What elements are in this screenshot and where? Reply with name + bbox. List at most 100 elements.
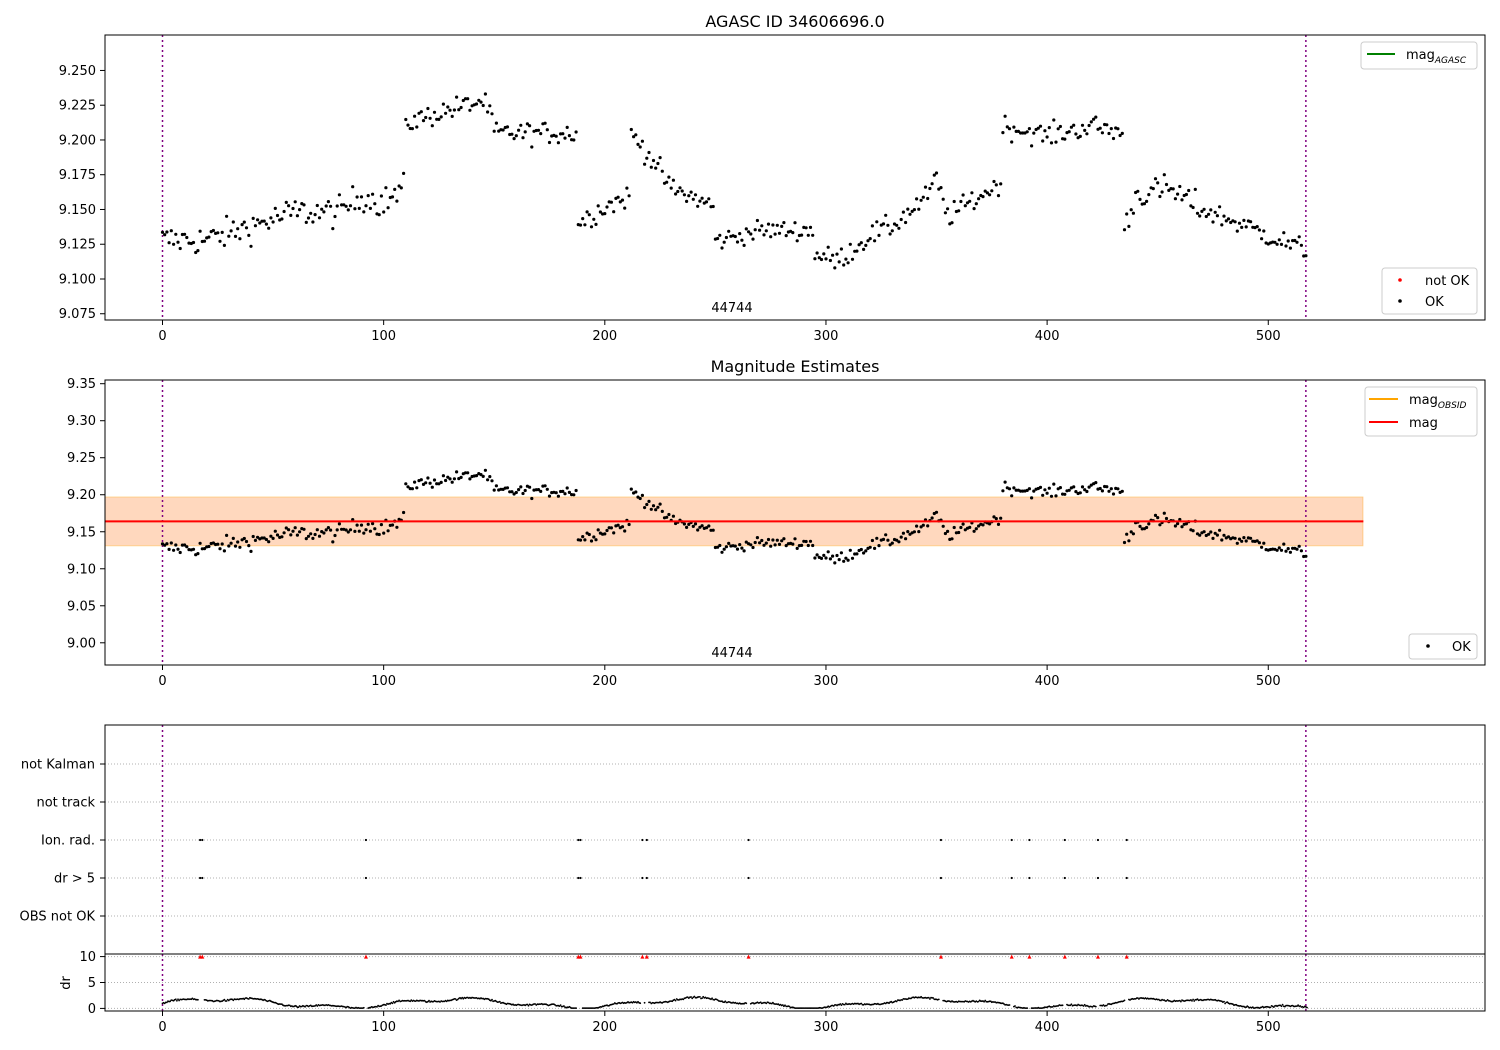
data-point-ok [587, 213, 591, 217]
data-point-ok [1242, 536, 1246, 540]
panel4-x-axis: 0 100 200 300 400 500 [158, 1011, 1281, 1035]
data-point-ok [1041, 493, 1045, 497]
data-point-ok [477, 98, 481, 102]
dr-point [454, 998, 457, 1000]
data-point-ok [510, 132, 514, 136]
data-point-ok [716, 236, 720, 241]
data-point-ok [912, 530, 917, 534]
y-tick-label: 9.250 [59, 64, 96, 79]
data-point-ok [634, 490, 638, 494]
data-point-ok [999, 182, 1003, 186]
data-point-ok [981, 195, 985, 199]
data-point-ok [1030, 496, 1034, 500]
dr-point [839, 1003, 842, 1005]
data-point-ok [1293, 238, 1297, 243]
data-point-ok [227, 544, 231, 548]
data-point-ok [864, 549, 868, 553]
data-point-ok [769, 544, 773, 548]
x-tick-label: 500 [1256, 329, 1281, 344]
dr-tick-label: 0 [88, 1002, 96, 1017]
data-point-ok [238, 545, 242, 549]
data-point-ok [236, 540, 240, 544]
data-point-ok [981, 523, 985, 527]
dr-point [1223, 1000, 1225, 1003]
data-point-ok [873, 546, 877, 551]
data-point-ok [1260, 237, 1264, 241]
data-point-ok [1098, 486, 1102, 491]
data-point-ok [510, 490, 514, 494]
dr-clipped-marker [1009, 954, 1014, 959]
data-point-ok [1120, 131, 1124, 135]
data-point-ok [711, 204, 715, 209]
data-point-ok [410, 127, 414, 131]
data-point-ok [1038, 124, 1043, 128]
data-point-ok [1085, 132, 1089, 136]
data-point-ok [682, 193, 687, 197]
data-point-ok [287, 528, 291, 532]
data-point-ok [623, 529, 627, 533]
data-point-ok [519, 123, 523, 127]
data-point-ok [240, 223, 244, 227]
data-point-ok [295, 214, 299, 218]
data-point-ok [589, 225, 594, 229]
data-point-ok [269, 534, 273, 538]
data-point-ok [990, 189, 994, 193]
data-point-ok [742, 243, 746, 247]
data-point-ok [574, 130, 578, 134]
data-point-ok [1195, 211, 1200, 215]
data-point-ok [623, 206, 627, 210]
data-point-ok [1016, 129, 1021, 133]
x-tick-label: 0 [158, 674, 166, 689]
data-point-ok [514, 134, 518, 138]
data-point-ok [1275, 242, 1279, 246]
data-point-ok [1010, 140, 1014, 144]
data-point-ok [426, 106, 430, 111]
data-point-ok [760, 538, 764, 543]
dr-point [1061, 1004, 1064, 1007]
y-tick-label: 9.15 [67, 525, 96, 540]
data-point-ok [324, 204, 328, 208]
dr-point [1083, 1003, 1086, 1006]
data-point-ok [528, 485, 532, 489]
data-point-ok [751, 237, 755, 241]
data-point-ok [992, 179, 996, 184]
data-point-ok [455, 95, 459, 99]
dr-point [1191, 1000, 1193, 1002]
data-point-ok [685, 525, 689, 530]
data-point-ok [309, 211, 313, 215]
data-point-ok [322, 210, 326, 214]
data-point-ok [430, 485, 434, 489]
data-point-ok [216, 542, 220, 546]
data-point-ok [620, 525, 625, 529]
data-point-ok [598, 210, 603, 214]
dr-point [724, 1000, 727, 1003]
data-point-ok [362, 531, 366, 535]
data-point-ok [735, 547, 740, 551]
data-point-ok [722, 240, 726, 244]
dr-point [702, 995, 705, 998]
dr-point [461, 996, 464, 999]
data-point-ok [1052, 482, 1056, 486]
flag-point [577, 876, 580, 880]
legend-subscript: AGASC [1434, 56, 1467, 66]
data-point-ok [486, 110, 490, 114]
data-point-ok [450, 480, 454, 484]
data-point-ok [1304, 554, 1308, 558]
data-point-ok [368, 206, 372, 210]
data-point-ok [459, 475, 463, 479]
x-tick-label: 300 [814, 674, 839, 689]
data-point-ok [233, 234, 238, 238]
data-point-ok [402, 171, 406, 175]
data-point-ok [963, 204, 967, 208]
data-point-ok [1083, 488, 1087, 492]
data-point-ok [1043, 488, 1047, 492]
dr-point [772, 1001, 774, 1004]
data-point-ok [1021, 131, 1025, 135]
data-point-ok [269, 216, 273, 220]
dr-point [932, 997, 935, 999]
data-point-ok [1184, 192, 1188, 197]
data-point-ok [634, 133, 638, 137]
data-point-ok [554, 134, 558, 138]
dr-point [169, 1000, 172, 1003]
data-point-ok [1153, 513, 1158, 518]
